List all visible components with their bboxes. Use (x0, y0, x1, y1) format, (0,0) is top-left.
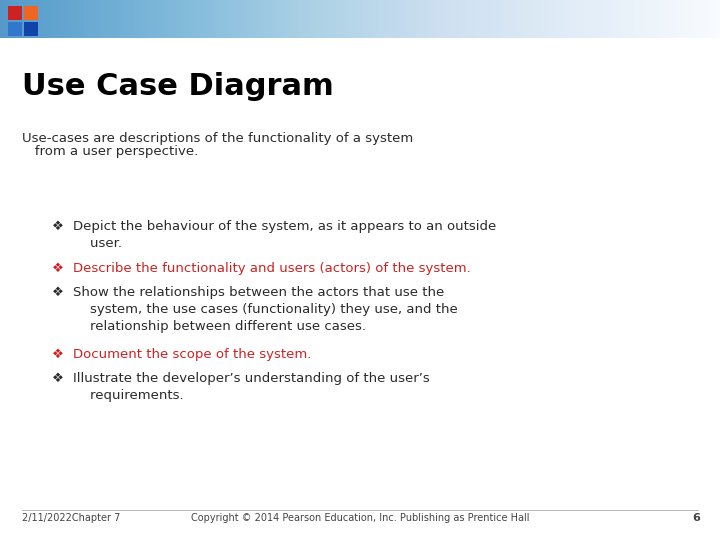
Text: Copyright © 2014 Pearson Education, Inc. Publishing as Prentice Hall: Copyright © 2014 Pearson Education, Inc.… (191, 513, 529, 523)
Text: ❖: ❖ (52, 220, 64, 233)
Text: Illustrate the developer’s understanding of the user’s
    requirements.: Illustrate the developer’s understanding… (73, 372, 430, 402)
Text: Use-cases are descriptions of the functionality of a system: Use-cases are descriptions of the functi… (22, 132, 413, 145)
Text: Depict the behaviour of the system, as it appears to an outside
    user.: Depict the behaviour of the system, as i… (73, 220, 496, 250)
Text: Describe the functionality and users (actors) of the system.: Describe the functionality and users (ac… (73, 262, 471, 275)
Text: ❖: ❖ (52, 286, 64, 299)
Bar (8, 6, 22, 20)
Text: Show the relationships between the actors that use the
    system, the use cases: Show the relationships between the actor… (73, 286, 458, 333)
Text: 6: 6 (692, 513, 700, 523)
Text: ❖: ❖ (52, 262, 64, 275)
Bar (24, 6, 38, 20)
Text: Document the scope of the system.: Document the scope of the system. (73, 348, 311, 361)
Text: 2/11/2022Chapter 7: 2/11/2022Chapter 7 (22, 513, 120, 523)
Text: from a user perspective.: from a user perspective. (22, 145, 198, 158)
Text: ❖: ❖ (52, 348, 64, 361)
Bar (24, 22, 38, 36)
Text: Use Case Diagram: Use Case Diagram (22, 72, 334, 101)
Bar (8, 22, 22, 36)
Text: ❖: ❖ (52, 372, 64, 385)
